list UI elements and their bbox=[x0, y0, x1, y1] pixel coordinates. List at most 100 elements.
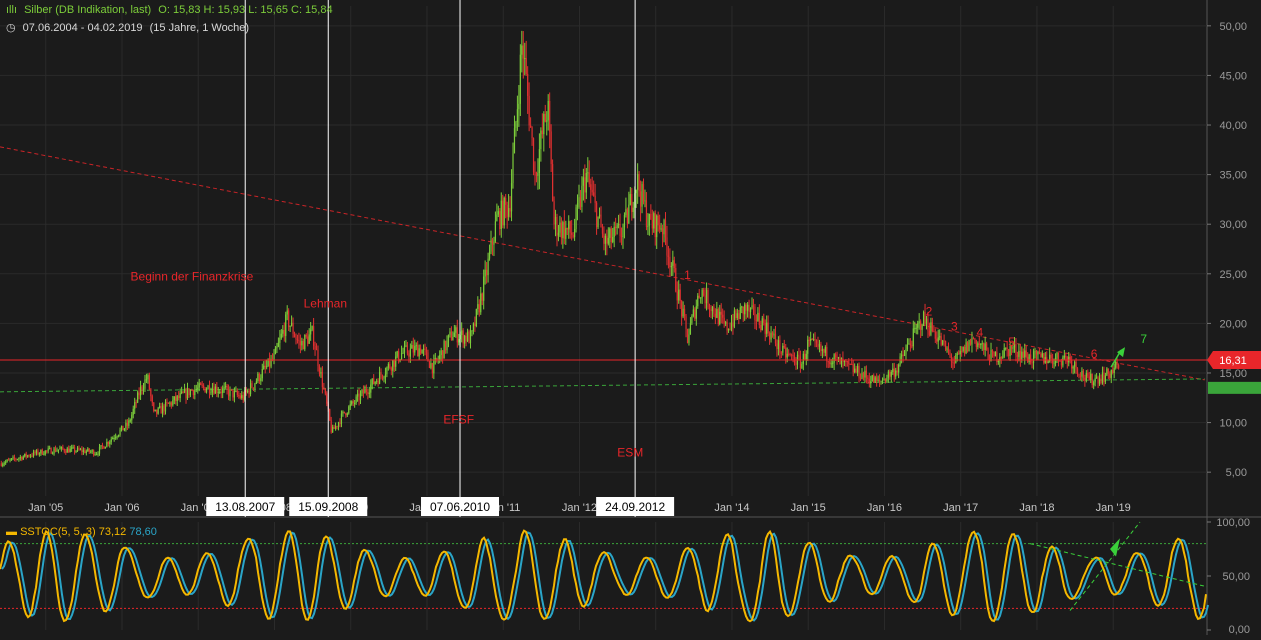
candle-body bbox=[244, 390, 246, 400]
candle-body bbox=[889, 371, 891, 377]
stoch-d-value: 78,60 bbox=[129, 526, 157, 538]
candle-body bbox=[761, 318, 763, 331]
candle-body bbox=[953, 362, 955, 364]
candle-body bbox=[972, 338, 975, 340]
candle-body bbox=[820, 344, 822, 352]
candle-body bbox=[430, 363, 432, 368]
candle-body bbox=[442, 350, 444, 359]
candle-body bbox=[499, 211, 501, 230]
candle-body bbox=[571, 232, 573, 235]
candle-body bbox=[37, 450, 39, 455]
candle-body bbox=[22, 456, 24, 460]
candle-body bbox=[647, 225, 649, 227]
candle-body bbox=[683, 308, 686, 317]
candle-body bbox=[563, 222, 565, 239]
x-tick-label: Jan '06 bbox=[104, 502, 139, 514]
candle-body bbox=[444, 340, 447, 351]
candle-body bbox=[541, 130, 543, 135]
candle-body bbox=[421, 350, 423, 354]
event-date-box bbox=[421, 497, 500, 516]
candle-body bbox=[851, 364, 853, 366]
candle-body bbox=[342, 411, 344, 414]
candle-body bbox=[531, 127, 533, 139]
candle-body bbox=[613, 226, 615, 237]
candle-body bbox=[198, 383, 200, 388]
candle-body bbox=[122, 425, 124, 431]
candle-body bbox=[252, 387, 255, 389]
candle-body bbox=[1027, 356, 1029, 362]
chart-annotation: 5 bbox=[1008, 335, 1015, 349]
candle-body bbox=[1049, 354, 1051, 362]
candle-body bbox=[752, 305, 755, 307]
candle-body bbox=[21, 456, 23, 460]
candle-body bbox=[679, 289, 681, 301]
candle-body bbox=[512, 153, 514, 184]
candle-body bbox=[370, 384, 372, 393]
candle-body bbox=[1008, 349, 1010, 357]
candle-body bbox=[76, 447, 79, 451]
chart-annotation: ESM bbox=[617, 445, 643, 459]
candle-body bbox=[436, 358, 438, 361]
candle-body bbox=[373, 378, 375, 384]
candle-body bbox=[326, 393, 328, 404]
candle-body bbox=[170, 402, 172, 406]
candle-body bbox=[766, 322, 768, 334]
candle-body bbox=[279, 337, 281, 343]
oscillator-header: ▬ SSTOC(5, 5, 3) 73,12 78,60 bbox=[6, 526, 157, 538]
candle-body bbox=[273, 354, 275, 360]
candle-body bbox=[644, 200, 646, 202]
candle-body bbox=[412, 345, 414, 353]
candle-body bbox=[409, 348, 411, 357]
candle-body bbox=[708, 307, 711, 309]
candle-body bbox=[795, 363, 797, 365]
candle-body bbox=[524, 57, 526, 59]
candle-body bbox=[591, 189, 593, 193]
candle-body bbox=[870, 381, 872, 384]
period-range: 07.06.2004 - 04.02.2019 bbox=[22, 22, 143, 34]
candle-body bbox=[528, 95, 530, 126]
candle-body bbox=[703, 289, 705, 296]
candle-body bbox=[1024, 350, 1026, 358]
candle-body bbox=[572, 234, 574, 238]
candle-body bbox=[210, 392, 212, 394]
candle-body bbox=[821, 349, 823, 352]
candle-body bbox=[208, 385, 211, 394]
candle-body bbox=[839, 357, 841, 365]
candle-body bbox=[447, 334, 450, 341]
candle-body bbox=[487, 258, 489, 276]
candle-body bbox=[469, 331, 472, 344]
candle-body bbox=[1005, 347, 1007, 349]
candle-body bbox=[443, 340, 445, 359]
candle-body bbox=[417, 345, 419, 357]
candle-body bbox=[29, 455, 32, 457]
y-tick-label: 20,00 bbox=[1219, 318, 1247, 330]
stoch-d-line bbox=[1, 531, 1209, 622]
candle-body bbox=[1056, 352, 1058, 358]
candle-body bbox=[749, 307, 752, 313]
candle-body bbox=[406, 345, 409, 354]
y-tick-label: 25,00 bbox=[1219, 269, 1247, 281]
candle-body bbox=[754, 306, 756, 321]
candle-body bbox=[95, 453, 98, 455]
candle-body bbox=[625, 209, 627, 216]
candle-body bbox=[710, 308, 712, 312]
candle-body bbox=[85, 451, 87, 454]
candle-body bbox=[84, 450, 86, 454]
candle-body bbox=[969, 340, 972, 345]
candle-body bbox=[348, 406, 350, 414]
candle-body bbox=[260, 378, 262, 382]
candle-body bbox=[595, 202, 598, 228]
candle-body bbox=[848, 361, 850, 364]
candle-body bbox=[264, 365, 266, 368]
candle-body bbox=[15, 458, 17, 460]
candle-body bbox=[840, 358, 843, 365]
candle-body bbox=[222, 388, 224, 393]
osc-down-trendline bbox=[1029, 543, 1208, 588]
candle-body bbox=[1010, 346, 1013, 349]
candle-body bbox=[626, 209, 628, 224]
candle-body bbox=[1006, 347, 1008, 350]
candle-body bbox=[650, 213, 652, 220]
candle-body bbox=[546, 120, 548, 122]
candle-body bbox=[50, 448, 52, 454]
stoch-k-line bbox=[0, 529, 1207, 623]
